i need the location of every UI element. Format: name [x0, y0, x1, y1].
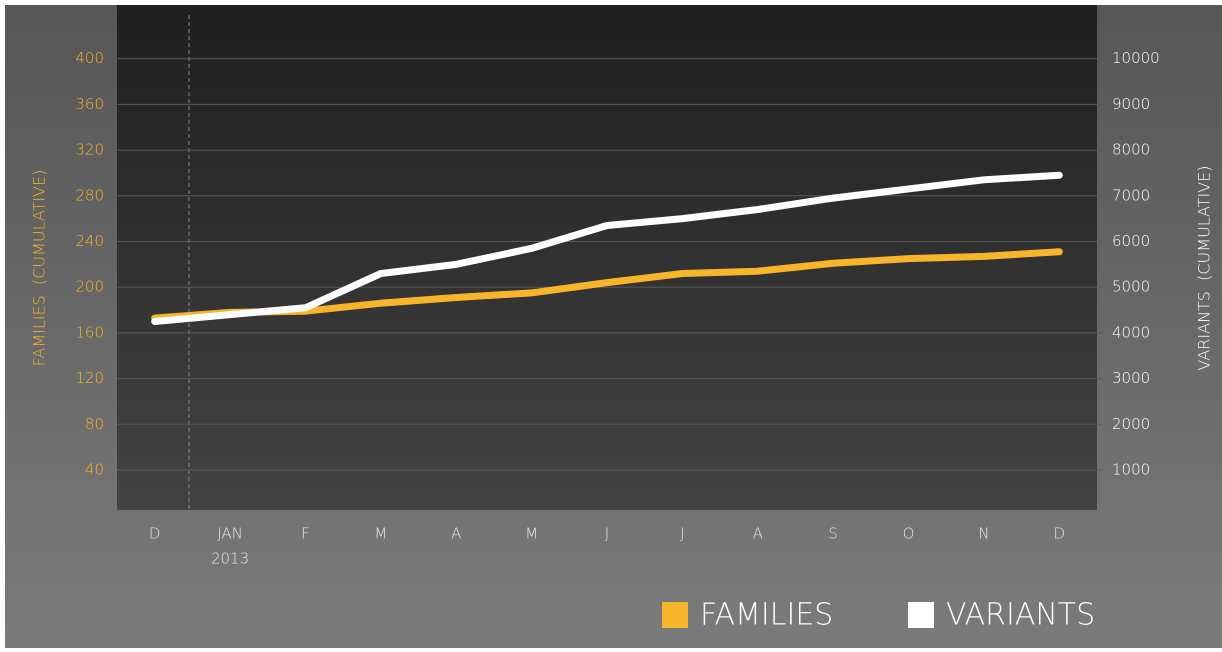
y-tick-label: 200: [75, 278, 104, 296]
y2-tick-label: 1000: [1112, 461, 1150, 479]
y-tick-label: 160: [75, 323, 104, 341]
x-tick-label: M: [525, 525, 538, 543]
series-line: [151, 171, 1063, 325]
y2-tick-label: 4000: [1112, 323, 1150, 341]
y-tick-label: 80: [85, 415, 104, 433]
x-tick-label: M: [374, 525, 387, 543]
y-tick-label: 280: [75, 186, 104, 204]
y-tick-label: 400: [75, 49, 104, 67]
y-tick-label: 360: [75, 95, 104, 113]
x-tick-label: D: [149, 525, 161, 543]
x-tick-label: D: [1054, 525, 1066, 543]
y-tick-label: 40: [85, 461, 104, 479]
legend-label: VARIANTS: [946, 598, 1095, 633]
y-axis-title: FAMILIES (CUMULATIVE): [30, 170, 49, 367]
y2-tick-label: 2000: [1112, 415, 1150, 433]
y2-tick-label: 9000: [1112, 95, 1150, 113]
legend-swatch: [908, 602, 934, 628]
y-tick-label: 320: [75, 141, 104, 159]
x-tick-label: J: [680, 525, 684, 543]
y2-axis-title: VARIANTS (CUMULATIVE): [1195, 165, 1214, 370]
y2-tick-label: 5000: [1112, 278, 1150, 296]
x-tick-label: A: [451, 525, 461, 543]
y2-tick-label: 6000: [1112, 232, 1150, 250]
y2-tick-label: 10000: [1112, 49, 1160, 67]
x-tick-label: S: [828, 525, 838, 543]
legend-label: FAMILIES: [700, 598, 833, 633]
year-label: 2013: [211, 550, 249, 568]
legend-swatch: [662, 602, 688, 628]
y-tick-label: 240: [75, 232, 104, 250]
x-tick-label: O: [903, 525, 915, 543]
x-tick-label: J: [605, 525, 609, 543]
y2-tick-label: 3000: [1112, 369, 1150, 387]
y2-tick-label: 7000: [1112, 186, 1150, 204]
y2-tick-label: 8000: [1112, 141, 1150, 159]
x-tick-label: JAN: [217, 525, 243, 543]
x-tick-label: N: [978, 525, 989, 543]
x-tick-label: A: [753, 525, 763, 543]
y-tick-label: 120: [75, 369, 104, 387]
x-tick-label: F: [301, 525, 310, 543]
